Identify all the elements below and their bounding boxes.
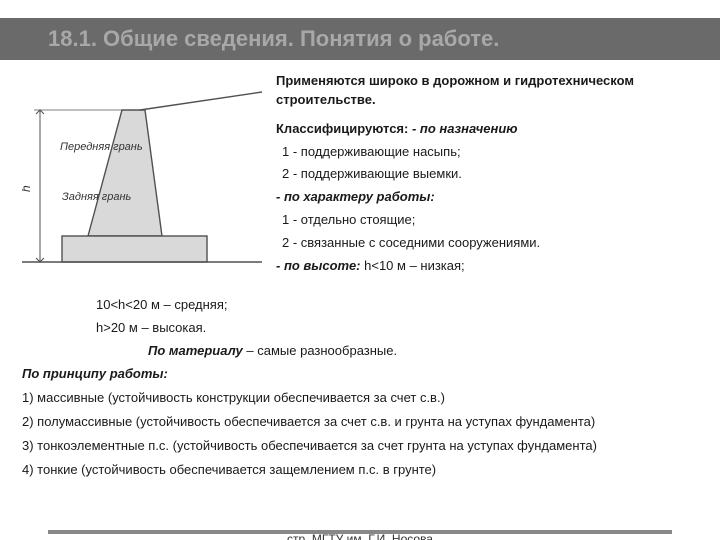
by-material: По материалу (148, 343, 246, 358)
class-label: Классифицируются: (276, 121, 412, 136)
material-text: – самые разнообразные. (246, 343, 397, 358)
retaining-wall-figure: h Передняя грань Задняя грань (22, 80, 262, 296)
purpose-2: 2 - поддерживающие выемки. (276, 165, 698, 184)
principle-2: 2) полумассивные (устойчивость обеспечив… (22, 412, 698, 433)
figure-back-face: Задняя грань (62, 191, 132, 203)
footer-text: стр. МГТУ им. Г.И. Носова (0, 532, 720, 540)
by-work: - по характеру работы: (276, 188, 698, 207)
intro-text: Применяются широко в дорожном и гидротех… (276, 72, 698, 110)
purpose-1: 1 - поддерживающие насыпь; (276, 143, 698, 162)
slide-title: 18.1. Общие сведения. Понятия о работе. (48, 26, 499, 52)
work-2: 2 - связанные с соседними сооружениями. (276, 234, 698, 253)
height-high: h>20 м – высокая. (22, 319, 698, 338)
height-mid: 10<h<20 м – средняя; (22, 296, 698, 315)
by-height: - по высоте: (276, 258, 364, 273)
principle-1: 1) массивные (устойчивость конструкции о… (22, 388, 698, 409)
figure-height-label: h (22, 185, 33, 192)
principle-3: 3) тонкоэлементные п.с. (устойчивость об… (22, 436, 698, 457)
principle-4: 4) тонкие (устойчивость обеспечивается з… (22, 460, 698, 481)
figure-front-face: Передняя грань (60, 141, 143, 153)
height-low: h<10 м – низкая; (364, 258, 465, 273)
title-bar: 18.1. Общие сведения. Понятия о работе. (0, 18, 720, 60)
class-by-purpose: - по назначению (412, 121, 518, 136)
principle-title: По принципу работы: (22, 364, 698, 385)
work-1: 1 - отдельно стоящие; (276, 211, 698, 230)
